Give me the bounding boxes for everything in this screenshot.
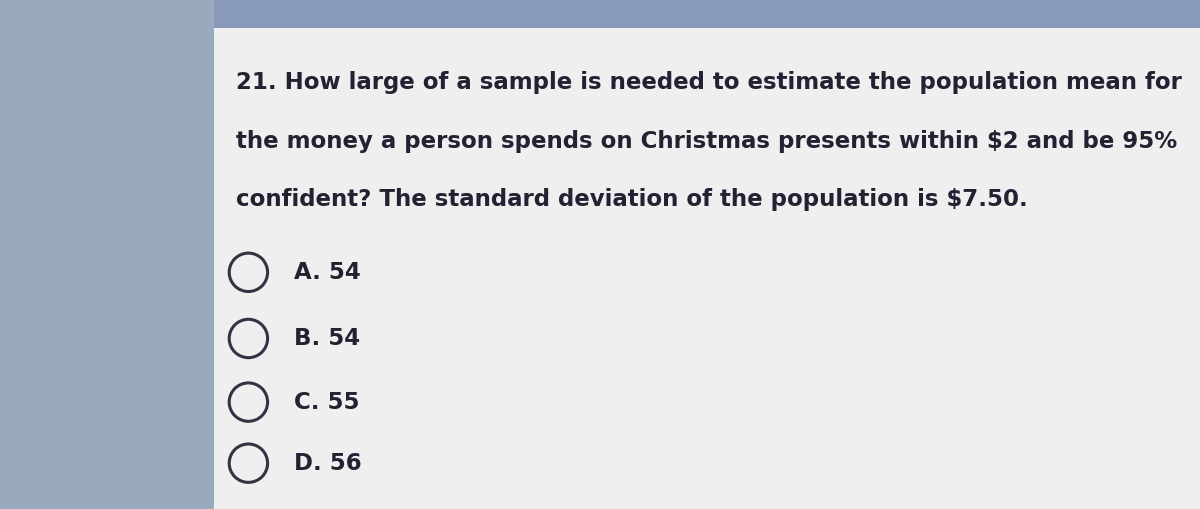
Text: the money a person spends on Christmas presents within $2 and be 95%: the money a person spends on Christmas p… <box>236 130 1177 153</box>
Ellipse shape <box>229 383 268 421</box>
Text: 21. How large of a sample is needed to estimate the population mean for: 21. How large of a sample is needed to e… <box>236 71 1182 94</box>
Bar <box>214 0 1200 28</box>
Ellipse shape <box>229 253 268 292</box>
Text: confident? The standard deviation of the population is $7.50.: confident? The standard deviation of the… <box>236 188 1028 211</box>
Ellipse shape <box>229 444 268 483</box>
Text: D. 56: D. 56 <box>294 451 361 475</box>
Text: B. 54: B. 54 <box>294 327 360 350</box>
Text: C. 55: C. 55 <box>294 390 360 414</box>
Bar <box>214 0 1200 509</box>
Ellipse shape <box>229 319 268 358</box>
Text: A. 54: A. 54 <box>294 261 361 284</box>
